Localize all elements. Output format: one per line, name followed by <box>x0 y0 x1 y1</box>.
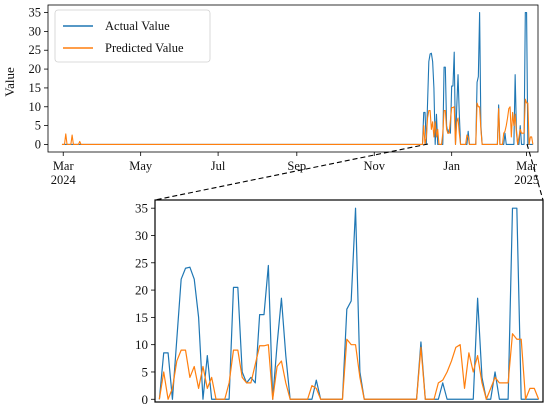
legend: Actual Value Predicted Value <box>54 9 211 63</box>
main-x-tick-label: Nov <box>363 159 385 173</box>
main-y-axis: 0 5 10 15 20 25 30 35 <box>29 6 48 151</box>
inset-chart: 0 5 10 15 20 25 30 35 <box>135 199 544 406</box>
legend-label-predicted: Predicted Value <box>105 41 184 55</box>
inset-y-tick-label: 15 <box>135 310 148 325</box>
main-x-tick-label: Jul <box>211 159 226 173</box>
inset-y-tick-label: 5 <box>142 364 149 379</box>
zoom-connector-right <box>526 143 544 201</box>
main-x-tick-label: May <box>129 159 153 173</box>
main-x-tick-year-label: 2025 <box>514 173 539 187</box>
inset-plot-frame <box>154 199 544 403</box>
inset-y-axis: 0 5 10 15 20 25 30 35 <box>135 201 155 406</box>
main-line-predicted-value <box>61 98 534 146</box>
inset-y-tick-label: 10 <box>135 337 148 352</box>
inset-line-actual-value <box>158 207 539 400</box>
main-plot-frame <box>47 4 539 153</box>
inset-y-tick-label: 20 <box>135 283 148 298</box>
main-y-tick-label: 35 <box>29 6 42 20</box>
main-y-tick-label: 5 <box>35 119 41 133</box>
inset-series-lines <box>158 207 540 400</box>
legend-label-actual: Actual Value <box>105 19 170 33</box>
inset-line-predicted-value <box>158 333 540 400</box>
main-y-tick-label: 10 <box>29 100 42 114</box>
inset-y-tick-label: 30 <box>135 228 148 243</box>
main-x-tick-label: Mar <box>53 159 75 173</box>
main-y-tick-label: 20 <box>29 62 42 76</box>
main-x-tick-label: Sep <box>287 159 306 173</box>
main-y-tick-label: 30 <box>29 24 42 38</box>
inset-y-tick-label: 35 <box>135 201 148 216</box>
main-y-tick-label: 25 <box>29 43 42 57</box>
zoom-connector-left <box>154 143 429 201</box>
legend-box <box>54 9 211 63</box>
inset-y-tick-label: 25 <box>135 255 148 270</box>
main-y-tick-label: 15 <box>29 81 42 95</box>
main-y-axis-label: Value <box>2 67 17 97</box>
main-y-tick-label: 0 <box>35 137 41 151</box>
inset-y-tick-label: 0 <box>142 392 149 406</box>
main-x-tick-label: Jan <box>443 159 460 173</box>
main-x-tick-year-label: 2024 <box>51 173 77 187</box>
